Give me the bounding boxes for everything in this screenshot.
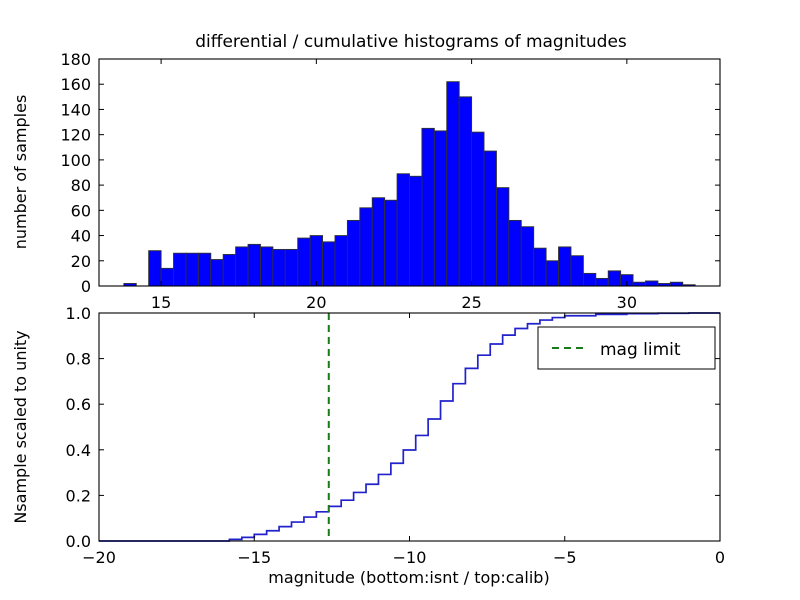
top-y-tick-label: 20 (71, 252, 91, 271)
histogram-bar (222, 254, 237, 287)
bottom-y-tick-label: 0.6 (66, 395, 91, 414)
bottom-y-tick-label: 0.8 (66, 350, 91, 369)
histogram-bar (210, 259, 224, 287)
histogram-bar (371, 197, 386, 287)
histogram-bar (185, 252, 199, 287)
bottom-y-tick-label: 0.0 (66, 532, 91, 551)
histogram-bar (607, 270, 622, 287)
histogram-bar (272, 248, 286, 287)
histogram-bars (123, 81, 696, 287)
histogram-bar (645, 280, 659, 287)
cumulative-curve (99, 312, 720, 542)
histogram-bar (284, 248, 299, 287)
histogram-bar (297, 237, 311, 287)
histogram-bar (632, 281, 646, 287)
top-x-axis-ticks: 15 20 25 30 (151, 59, 637, 312)
histogram-bar (148, 250, 162, 287)
histogram-bar (235, 246, 249, 287)
top-y-tick-label: 0 (81, 277, 91, 296)
bottom-y-axis-ticks: 0.0 0.2 0.4 0.6 0.8 1.0 (66, 304, 720, 551)
legend-label-mag-limit: mag limit (600, 340, 681, 360)
top-x-tick-label: 20 (306, 293, 326, 312)
page-title: differential / cumulative histograms of … (195, 32, 627, 52)
histogram-bar (483, 150, 497, 287)
histogram-bar (545, 260, 559, 287)
histogram-bar (446, 81, 460, 287)
bottom-y-tick-label: 0.4 (66, 441, 91, 460)
histogram-bar (582, 272, 597, 287)
top-x-tick-label: 30 (617, 293, 637, 312)
histogram-bar (160, 267, 174, 287)
histogram-bar (458, 96, 473, 287)
bottom-x-axis-ticks: −20 −15 −10 −5 0 (82, 313, 725, 567)
bottom-x-tick-label: −5 (553, 548, 577, 567)
top-y-tick-label: 80 (71, 176, 91, 195)
histogram-bar (533, 247, 547, 287)
top-y-tick-label: 160 (60, 75, 91, 94)
bottom-axes-group: −20 −15 −10 −5 0 0.0 0.2 0.4 0.6 0.8 1.0 Nsample … (11, 304, 725, 587)
top-axes-frame (98, 58, 721, 287)
top-y-tick-label: 120 (60, 126, 91, 145)
histogram-bar (346, 219, 361, 287)
bottom-x-tick-label: 0 (715, 548, 725, 567)
histogram-bar (409, 175, 423, 287)
histogram-bar (433, 130, 448, 287)
histogram-bar (570, 255, 584, 287)
top-y-tick-label: 40 (71, 227, 91, 246)
top-x-tick-label: 25 (461, 293, 481, 312)
histogram-bar (558, 246, 572, 287)
top-y-tick-label: 180 (60, 50, 91, 69)
top-y-tick-label: 60 (71, 201, 91, 220)
histogram-bar (197, 252, 212, 287)
top-y-axis-ticks: 0 20 40 60 80 100 120 140 160 180 (60, 50, 720, 296)
histogram-bar (322, 241, 336, 287)
histogram-bar (260, 246, 274, 287)
histogram-bar (247, 243, 261, 287)
bottom-y-tick-label: 0.2 (66, 486, 91, 505)
histogram-bar (359, 207, 373, 287)
bottom-x-tick-label: −10 (393, 548, 427, 567)
top-x-tick-label: 15 (151, 293, 171, 312)
histogram-bar (309, 235, 324, 287)
bottom-y-axis-label: Nsample scaled to unity (11, 330, 30, 523)
histogram-bar (520, 226, 535, 287)
bottom-x-tick-label: −15 (237, 548, 271, 567)
top-y-tick-label: 100 (60, 151, 91, 170)
histogram-bar (508, 219, 522, 287)
bottom-y-tick-label: 1.0 (66, 304, 91, 323)
histogram-bar (334, 235, 348, 287)
histogram-bar (669, 281, 684, 287)
top-axes-group: 15 20 25 30 0 20 40 60 80 100 120 140 160 180 number… (11, 50, 721, 312)
histogram-bar (173, 252, 187, 287)
histogram-bar (471, 131, 485, 287)
bottom-x-tick-label: −20 (82, 548, 116, 567)
histogram-bar (421, 127, 435, 287)
histogram-bar (396, 173, 410, 287)
bottom-x-axis-label: magnitude (bottom:isnt / top:calib) (268, 568, 549, 587)
top-y-tick-label: 140 (60, 100, 91, 119)
histogram-bar (595, 277, 609, 287)
histogram-bar (495, 187, 510, 287)
histogram-bar (384, 199, 398, 287)
legend[interactable]: mag limit (537, 326, 716, 370)
top-y-axis-label: number of samples (11, 95, 30, 250)
